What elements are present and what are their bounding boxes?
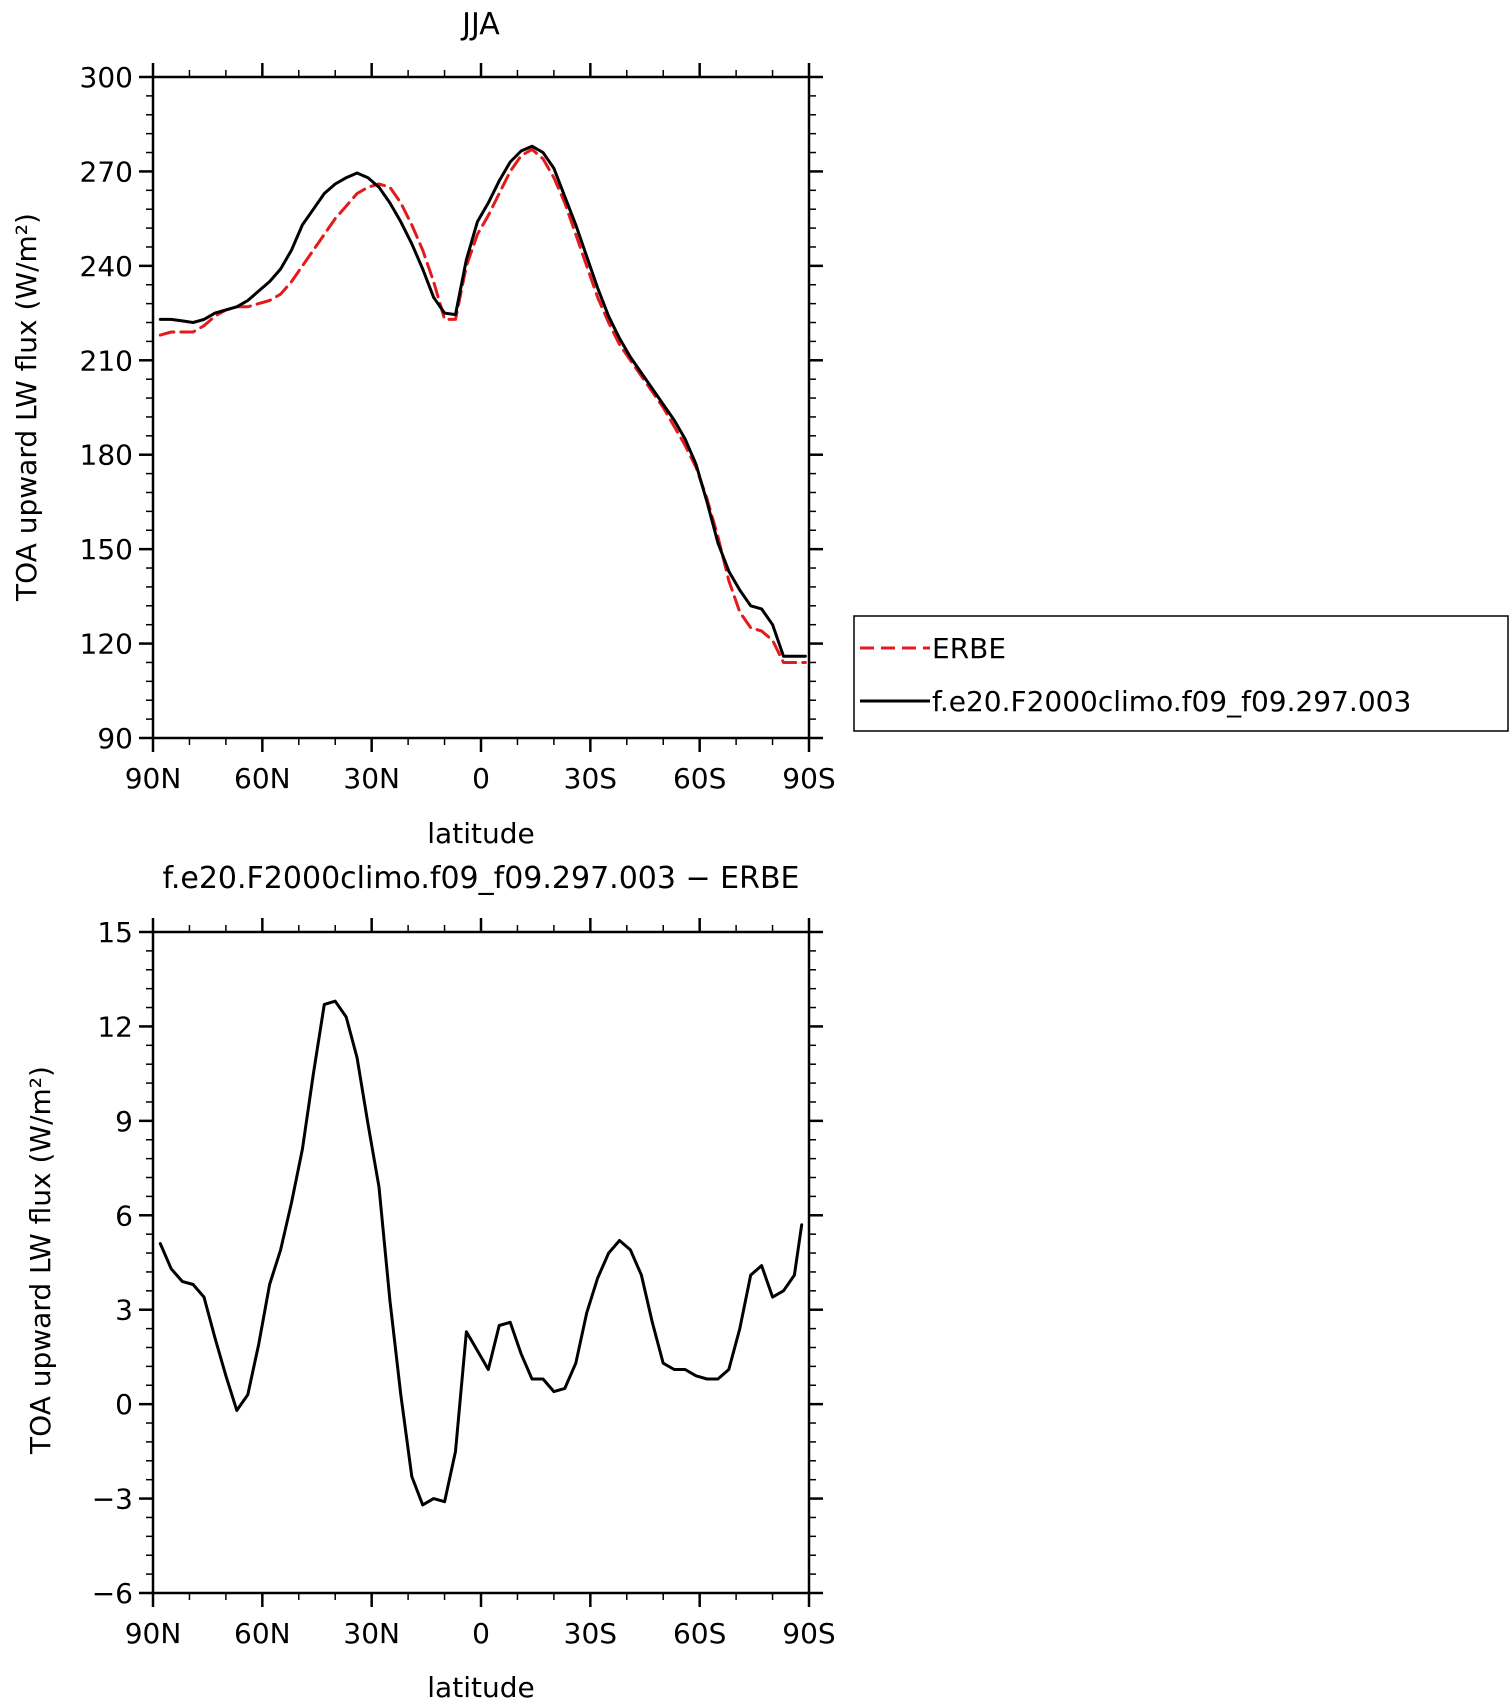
top-panel: JJA latitude TOA upward LW flux (W/m²) 9… [10, 7, 1509, 850]
top-x-tick-label: 60S [673, 762, 726, 795]
top-y-axis-label: TOA upward LW flux (W/m²) [10, 213, 43, 602]
legend-label-model: f.e20.F2000climo.f09_f09.297.003 [932, 685, 1411, 718]
bottom-series-line-0 [158, 999, 804, 1507]
top-y-tick-label: 180 [80, 439, 133, 472]
bottom-series [158, 999, 804, 1507]
top-x-tick-label: 0 [472, 762, 490, 795]
top-plot-frame [151, 75, 811, 740]
top-legend: ERBE f.e20.F2000climo.f09_f09.297.003 [853, 615, 1509, 732]
top-series [158, 144, 807, 664]
top-chart-title: JJA [460, 7, 500, 42]
top-y-tick-label: 120 [80, 628, 133, 661]
bottom-x-axis-label: latitude [427, 1671, 534, 1704]
bottom-y-tick-label: 15 [97, 916, 133, 949]
bottom-x-tick-label: 60N [234, 1617, 291, 1650]
bottom-x-tick-label: 90S [782, 1617, 835, 1650]
bottom-ticks: −6 −3 0 3 6 9 12 15 90N 60N 30N 0 30S 60S 90S [92, 916, 836, 1650]
bottom-y-tick-label: −6 [92, 1577, 133, 1610]
legend-box [853, 615, 1509, 732]
top-y-tick-label: 240 [80, 250, 133, 283]
top-y-tick-label: 300 [80, 61, 133, 94]
top-y-tick-label: 90 [97, 722, 133, 755]
top-x-tick-label: 90N [125, 762, 182, 795]
top-x-axis-label: latitude [427, 817, 534, 850]
bottom-x-tick-label: 30S [564, 1617, 617, 1650]
bottom-y-tick-label: 6 [115, 1199, 133, 1232]
bottom-x-tick-label: 90N [125, 1617, 182, 1650]
bottom-y-tick-label: −3 [92, 1483, 133, 1516]
top-x-tick-label: 60N [234, 762, 291, 795]
bottom-y-tick-label: 12 [97, 1010, 133, 1043]
legend-label-erbe: ERBE [932, 632, 1006, 665]
top-y-tick-label: 150 [80, 533, 133, 566]
top-ticks: 90 120 150 180 210 240 270 300 90N 60N 30N 0 30S 60S 9… [80, 61, 836, 795]
bottom-panel: f.e20.F2000climo.f09_f09.297.003 − ERBE … [24, 861, 836, 1704]
bottom-plot-frame [151, 930, 811, 1595]
bottom-x-tick-label: 60S [673, 1617, 726, 1650]
bottom-y-tick-label: 0 [115, 1388, 133, 1421]
top-series-line-0 [158, 147, 807, 664]
top-y-tick-label: 210 [80, 344, 133, 377]
top-x-tick-label: 30S [564, 762, 617, 795]
top-series-line-1 [158, 144, 807, 658]
top-y-tick-label: 270 [80, 155, 133, 188]
bottom-y-tick-label: 3 [115, 1294, 133, 1327]
bottom-y-axis-label: TOA upward LW flux (W/m²) [24, 1066, 57, 1455]
bottom-y-tick-label: 9 [115, 1105, 133, 1138]
bottom-chart-title: f.e20.F2000climo.f09_f09.297.003 − ERBE [162, 861, 799, 896]
top-x-tick-label: 30N [343, 762, 400, 795]
bottom-x-tick-label: 0 [472, 1617, 490, 1650]
top-x-tick-label: 90S [782, 762, 835, 795]
bottom-x-tick-label: 30N [343, 1617, 400, 1650]
